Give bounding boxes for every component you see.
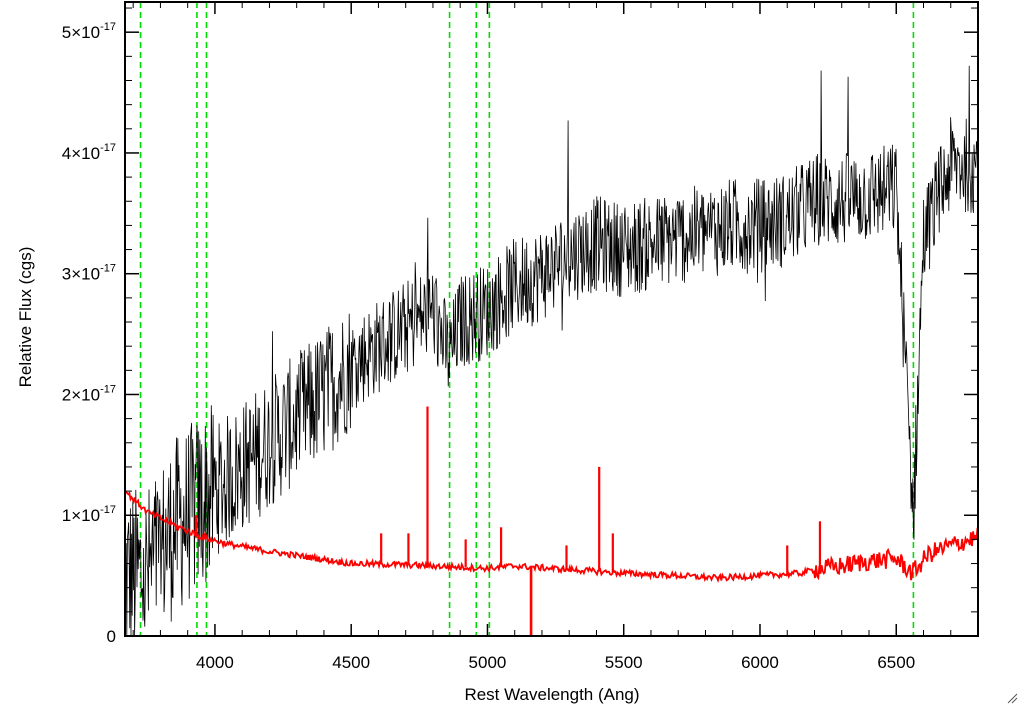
x-tick-label: 5000 xyxy=(469,653,507,672)
y-tick-label: 4×10-17 xyxy=(62,142,116,163)
x-tick-label: 6000 xyxy=(741,653,779,672)
y-tick-label: 0 xyxy=(107,627,116,646)
x-tick-label: 4500 xyxy=(332,653,370,672)
x-tick-label: 6500 xyxy=(877,653,915,672)
plot-frame xyxy=(124,1,979,637)
reference-lines xyxy=(139,2,915,636)
y-tick-label: 2×10-17 xyxy=(62,383,116,404)
series-line-black xyxy=(124,65,978,637)
y-tick-label: 5×10-17 xyxy=(62,21,116,42)
x-tick-label: 4000 xyxy=(196,653,234,672)
series-layer xyxy=(124,65,979,637)
y-tick-label: 3×10-17 xyxy=(62,263,116,284)
y-axis-label: Relative Flux (cgs) xyxy=(16,247,35,388)
y-axis: 0 1×10-17 2×10-17 3×10-17 4×10-17 5×10-17 xyxy=(62,7,978,646)
x-tick-label: 5500 xyxy=(605,653,643,672)
y-tick-label: 1×10-17 xyxy=(62,504,116,525)
x-axis: 4000 4500 5000 5500 6000 6500 xyxy=(132,2,979,672)
series-line-red xyxy=(124,490,979,584)
plot-border xyxy=(124,1,979,637)
x-axis-label: Rest Wavelength (Ang) xyxy=(464,685,639,704)
resize-grip-icon[interactable] xyxy=(1006,692,1018,704)
